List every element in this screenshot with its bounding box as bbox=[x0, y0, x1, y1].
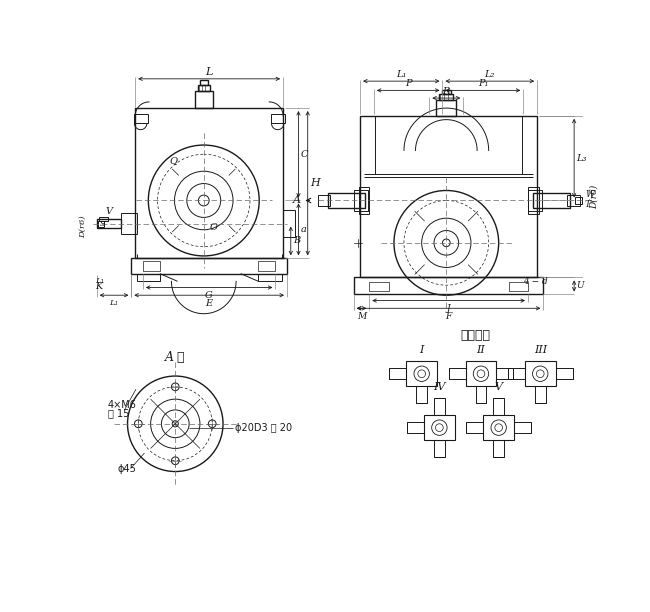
Text: S: S bbox=[100, 220, 105, 228]
Text: H: H bbox=[310, 178, 320, 188]
Bar bbox=[535, 386, 545, 403]
Bar bbox=[143, 261, 160, 271]
Bar bbox=[416, 386, 427, 403]
Bar bbox=[439, 94, 453, 100]
Bar bbox=[484, 416, 514, 440]
Bar bbox=[134, 114, 148, 124]
Bar bbox=[532, 193, 569, 208]
Bar bbox=[525, 362, 556, 386]
Text: E: E bbox=[205, 299, 213, 308]
Text: L: L bbox=[205, 67, 213, 76]
Text: K: K bbox=[95, 282, 103, 291]
Text: 4 − d: 4 − d bbox=[523, 277, 548, 286]
Text: Q: Q bbox=[169, 157, 177, 165]
Bar bbox=[407, 422, 424, 433]
Bar bbox=[131, 258, 287, 274]
Text: B: B bbox=[293, 236, 300, 245]
Bar bbox=[514, 422, 531, 433]
Text: G: G bbox=[205, 291, 213, 300]
Text: M: M bbox=[357, 312, 366, 321]
Text: III: III bbox=[534, 345, 547, 355]
Bar bbox=[509, 282, 528, 291]
Bar bbox=[135, 108, 283, 258]
Text: ϕ45: ϕ45 bbox=[118, 463, 136, 474]
Bar bbox=[318, 195, 330, 206]
Text: 装配型式: 装配型式 bbox=[461, 329, 491, 342]
Text: A 向: A 向 bbox=[165, 351, 185, 364]
Text: C: C bbox=[301, 150, 308, 159]
Bar bbox=[508, 368, 525, 379]
Bar bbox=[389, 368, 406, 379]
Bar bbox=[354, 277, 543, 294]
Bar bbox=[359, 187, 369, 214]
Text: L₁: L₁ bbox=[396, 70, 406, 79]
Bar bbox=[369, 282, 389, 291]
Bar bbox=[283, 210, 295, 237]
Text: 4×M6: 4×M6 bbox=[107, 400, 136, 411]
Bar bbox=[354, 190, 368, 211]
Bar bbox=[200, 80, 207, 85]
Text: IV: IV bbox=[433, 382, 445, 392]
Text: P: P bbox=[405, 79, 411, 88]
Text: W: W bbox=[585, 190, 594, 200]
Text: A: A bbox=[293, 195, 301, 206]
Text: P₁: P₁ bbox=[478, 79, 488, 88]
Bar bbox=[99, 217, 109, 220]
Text: 深 15: 深 15 bbox=[107, 408, 129, 418]
Bar bbox=[466, 422, 484, 433]
Text: L₂: L₂ bbox=[485, 70, 495, 79]
Text: a: a bbox=[301, 225, 307, 234]
Text: V: V bbox=[106, 207, 113, 217]
Text: L₁: L₁ bbox=[95, 277, 104, 285]
Bar bbox=[493, 440, 504, 457]
Text: L₁: L₁ bbox=[110, 299, 118, 307]
Text: T: T bbox=[585, 200, 591, 209]
Text: D(r6): D(r6) bbox=[590, 184, 599, 209]
Bar bbox=[424, 416, 455, 440]
Bar bbox=[465, 362, 497, 386]
Bar bbox=[97, 219, 122, 228]
Bar bbox=[98, 220, 105, 226]
Bar bbox=[436, 100, 456, 116]
Bar bbox=[406, 362, 437, 386]
Text: F: F bbox=[445, 312, 452, 321]
Text: I: I bbox=[419, 345, 424, 355]
Text: II: II bbox=[476, 345, 486, 355]
Bar bbox=[556, 368, 573, 379]
Bar bbox=[198, 85, 210, 91]
Text: D(r6): D(r6) bbox=[79, 215, 87, 238]
Bar bbox=[528, 190, 542, 211]
Bar bbox=[575, 196, 582, 204]
Bar bbox=[434, 398, 445, 416]
Text: O: O bbox=[210, 223, 218, 232]
Bar bbox=[194, 91, 213, 108]
Bar bbox=[328, 193, 365, 208]
Bar bbox=[442, 89, 451, 94]
Text: V: V bbox=[495, 382, 502, 392]
Bar bbox=[259, 274, 281, 282]
Bar bbox=[476, 386, 486, 403]
Bar bbox=[493, 398, 504, 416]
Text: L₃: L₃ bbox=[577, 154, 587, 163]
Text: R: R bbox=[443, 87, 450, 95]
Bar bbox=[360, 116, 537, 277]
Bar bbox=[122, 213, 136, 234]
Bar bbox=[448, 368, 465, 379]
Bar bbox=[271, 114, 285, 124]
Bar bbox=[567, 195, 580, 206]
Bar bbox=[528, 187, 539, 214]
Bar bbox=[259, 261, 276, 271]
Text: J: J bbox=[447, 304, 450, 313]
Bar bbox=[136, 274, 160, 282]
Bar bbox=[497, 368, 514, 379]
Text: ϕ20D3 深 20: ϕ20D3 深 20 bbox=[235, 423, 292, 433]
Text: U: U bbox=[577, 282, 584, 291]
Bar bbox=[434, 440, 445, 457]
